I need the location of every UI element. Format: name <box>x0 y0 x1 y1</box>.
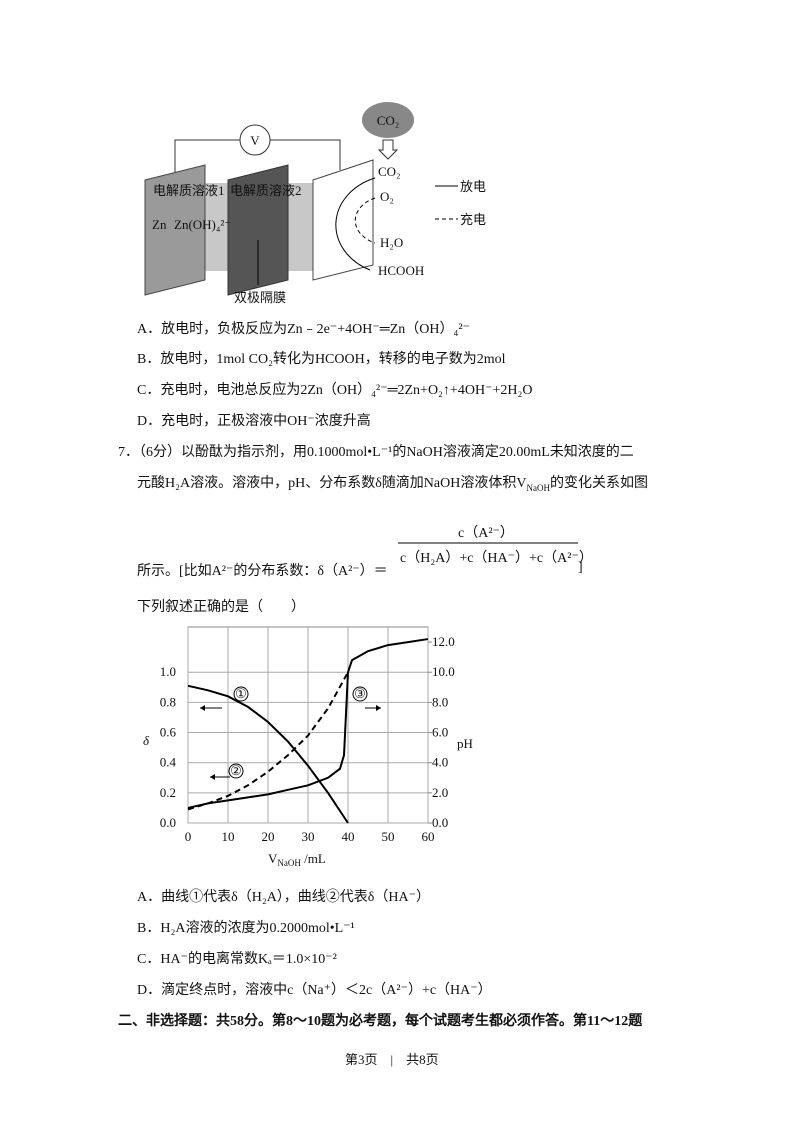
wire <box>174 139 240 172</box>
electrolyte-label: 电解质溶液1 <box>153 183 225 198</box>
x-axis-label-part: /mL <box>301 851 326 866</box>
arrow-head <box>200 705 205 711</box>
membrane-label: 双极隔膜 <box>234 290 286 305</box>
option: A．放电时，负极反应为Zn﹣2e⁻+4OH⁻═Zn（OH）₄²⁻ <box>137 322 470 337</box>
x-axis-label: VNaOH /mL <box>268 851 326 868</box>
h2o: H₂O <box>380 235 403 250</box>
membrane <box>227 164 289 296</box>
arrow <box>377 139 399 160</box>
option: B．放电时，1mol CO₂转化为HCOOH，转移的电子数为2mol <box>137 352 506 367</box>
arrow-head <box>210 774 215 780</box>
x-tick-label: 30 <box>302 829 315 844</box>
series-marker <box>233 686 249 702</box>
arrow-head <box>376 705 381 711</box>
voltmeter-label: V <box>250 133 260 148</box>
y-tick-label: 0.4 <box>160 755 177 770</box>
series-marker <box>228 763 244 779</box>
bracket: ] <box>578 560 583 575</box>
x-tick-label: 60 <box>422 829 435 844</box>
x-tick-label: 50 <box>382 829 395 844</box>
question-text: 7．（6分）以酚酞为指示剂，用0.1000mol•L⁻¹的NaOH溶液滴定20.… <box>118 445 634 460</box>
x-tick-label: 40 <box>342 829 355 844</box>
x-tick-label: 10 <box>222 829 235 844</box>
text: 元酸H₂A溶液。溶液中，pH、分布系数δ随滴加NaOH溶液体积V <box>137 476 527 491</box>
y2-tick-label: 0.0 <box>432 815 448 830</box>
wire <box>270 139 341 170</box>
prompt: 下列叙述正确的是（ ） <box>137 600 305 615</box>
cathode-plate <box>312 159 374 281</box>
series-marker <box>352 686 368 702</box>
y-tick-label: 0.0 <box>160 815 176 830</box>
curve <box>187 684 349 824</box>
series-name: ① <box>235 686 247 701</box>
zn-plate <box>144 164 206 296</box>
series-name: ③ <box>354 686 366 701</box>
electrolyte-label: 电解质溶液2 <box>230 183 302 198</box>
denominator: c（H₂A）+c（HA⁻）+c（A²⁻） <box>400 551 593 566</box>
question-text: 所示。[比如A²⁻的分布系数：δ（A²⁻）＝ <box>137 564 388 579</box>
y2-tick-label: 10.0 <box>432 664 455 679</box>
y-tick-label: 0.8 <box>160 694 176 709</box>
x-axis-label-part: V <box>268 851 278 866</box>
footer: 第3页 | 共8页 <box>345 1052 439 1067</box>
y2-tick-label: 12.0 <box>432 634 455 649</box>
charge-path <box>354 197 376 244</box>
battery-diagram: V CO₂ CO₂ O₂ H₂O HCOOH 放电 充电 电解质溶液1 电解质溶… <box>144 102 486 305</box>
option: B．H₂A溶液的浓度为0.2000mol•L⁻¹ <box>137 921 355 936</box>
option: D．滴定终点时，溶液中c（Na⁺）＜2c（A²⁻）+c（HA⁻） <box>137 983 492 998</box>
numerator: c（A²⁻） <box>458 526 514 541</box>
y2-tick-label: 6.0 <box>432 725 448 740</box>
voltmeter <box>239 124 271 156</box>
y-tick-label: 0.6 <box>160 725 177 740</box>
legend-text: 放电 <box>460 179 486 194</box>
question-text: 元酸H₂A溶液。溶液中，pH、分布系数δ随滴加NaOH溶液体积VNaOH的变化关… <box>137 472 648 493</box>
option: C．HA⁻的电离常数Kₐ＝1.0×10⁻² <box>137 952 337 967</box>
y2-tick-label: 2.0 <box>432 785 448 800</box>
y-axis-label: δ <box>143 733 150 748</box>
x-tick-label: 0 <box>185 829 192 844</box>
chart: 0 10 20 30 40 50 600.00.20.40.60.81.00.02.04.0… <box>143 626 473 868</box>
curve <box>187 671 349 811</box>
option: A．曲线①代表δ（H₂A），曲线②代表δ（HA⁻） <box>137 890 431 905</box>
curve <box>187 638 429 809</box>
series-name: ② <box>230 763 242 778</box>
y-tick-label: 0.2 <box>160 785 176 800</box>
section-heading: 二、非选择题：共58分。第8～10题为必考题，每个试题考生都必须作答。第11～1… <box>118 1014 643 1029</box>
co2: CO₂ <box>378 164 401 179</box>
discharge-path <box>335 177 376 271</box>
o2: O₂ <box>380 189 394 204</box>
x-axis-label-part: NaOH <box>277 858 301 868</box>
zn-label: Zn <box>152 217 167 232</box>
cloud-label: CO₂ <box>377 113 400 128</box>
y2-axis-label: pH <box>457 736 473 751</box>
option: D．充电时，正极溶液中OH⁻浓度升高 <box>137 414 371 429</box>
subscript: NaOH <box>526 482 550 493</box>
hcooh: HCOOH <box>378 263 424 278</box>
y-tick-label: 1.0 <box>160 664 176 679</box>
y2-tick-label: 4.0 <box>432 755 448 770</box>
x-tick-label: 20 <box>262 829 275 844</box>
text: 的变化关系如图 <box>549 476 648 491</box>
y2-tick-label: 8.0 <box>432 694 448 709</box>
legend-text: 充电 <box>460 212 486 227</box>
option: C．充电时，电池总反应为2Zn（OH）₄²⁻═2Zn+O₂↑+4OH⁻+2H₂O <box>137 383 533 398</box>
cloud <box>362 102 414 138</box>
zincate-label: Zn(OH)₄²⁻ <box>174 217 231 232</box>
